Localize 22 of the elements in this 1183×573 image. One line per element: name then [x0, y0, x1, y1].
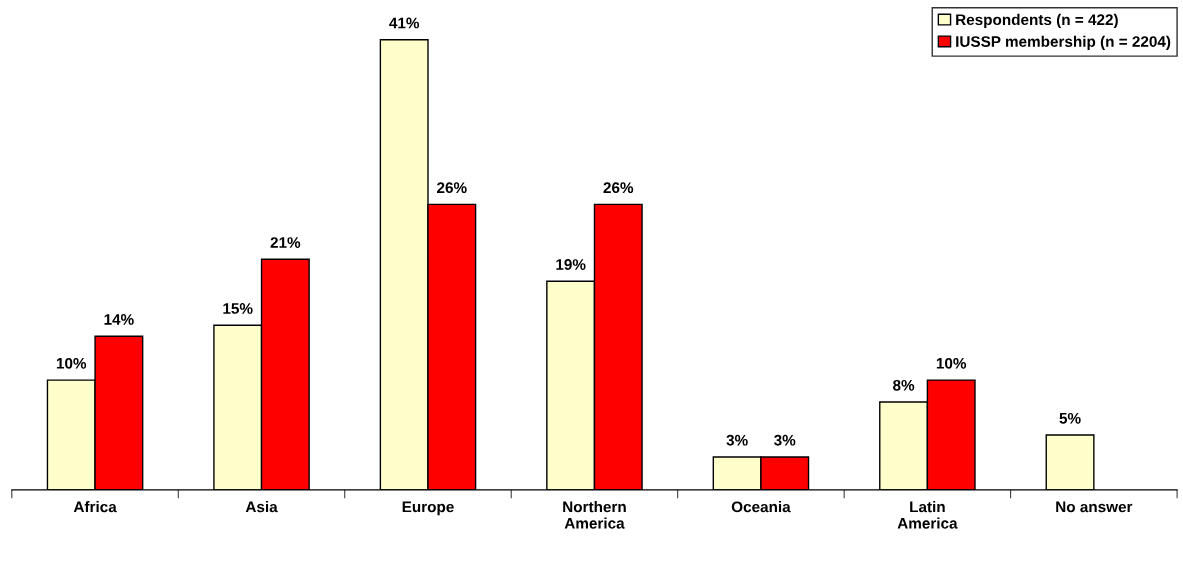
- data-label: 8%: [893, 379, 915, 391]
- data-label: 15%: [223, 303, 253, 314]
- x-tick-label: Asia: [245, 501, 278, 513]
- x-tick-label: Europe: [402, 501, 454, 516]
- x-tick-label: Oceania: [731, 501, 791, 513]
- data-label: 19%: [556, 259, 586, 270]
- x-tick-label: No answer: [1056, 501, 1133, 513]
- x-tick-label: Africa: [73, 501, 117, 513]
- data-label: 41%: [389, 17, 420, 29]
- x-tick-label: Northern America: [563, 501, 626, 529]
- legend-label: Respondents (n = 422): [956, 13, 1118, 29]
- data-label: 21%: [270, 237, 301, 248]
- data-label: 26%: [603, 182, 634, 194]
- data-label: 26%: [437, 182, 467, 194]
- data-label: 10%: [56, 357, 87, 369]
- data-label: 3%: [774, 434, 796, 446]
- data-label: 14%: [104, 314, 134, 325]
- data-label: 10%: [936, 357, 967, 369]
- data-label: 5%: [1059, 412, 1081, 424]
- data-label: 3%: [726, 434, 748, 446]
- legend-label: IUSSP membership (n = 2204): [956, 35, 1171, 50]
- x-tick-label: Latin America: [897, 501, 958, 529]
